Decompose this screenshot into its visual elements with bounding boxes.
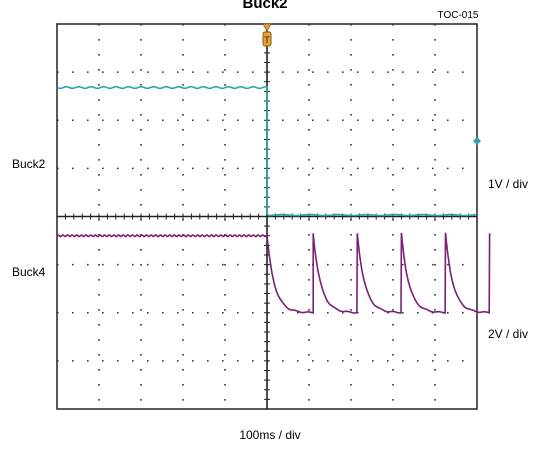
trigger-marker (262, 31, 272, 47)
trigger-arrow (262, 23, 272, 32)
figure-id: TOC-015 (438, 10, 479, 21)
scale-label-buck4: 2V / div (488, 327, 528, 341)
trigger-marker-label: T (264, 35, 270, 45)
grid-layer: T (56, 23, 478, 410)
ground-marker-buck2 (473, 136, 481, 145)
trace-layer (56, 85, 491, 314)
trace-buck4 (56, 232, 491, 314)
trace-buck2 (56, 85, 476, 217)
scale-label-buck2: 1V / div (488, 177, 528, 191)
time-scale-label: 100ms / div (239, 428, 300, 442)
series-label-buck2: Buck2 (12, 157, 46, 171)
chart-title: Buck2 (242, 0, 287, 12)
series-label-buck4: Buck4 (12, 265, 46, 279)
